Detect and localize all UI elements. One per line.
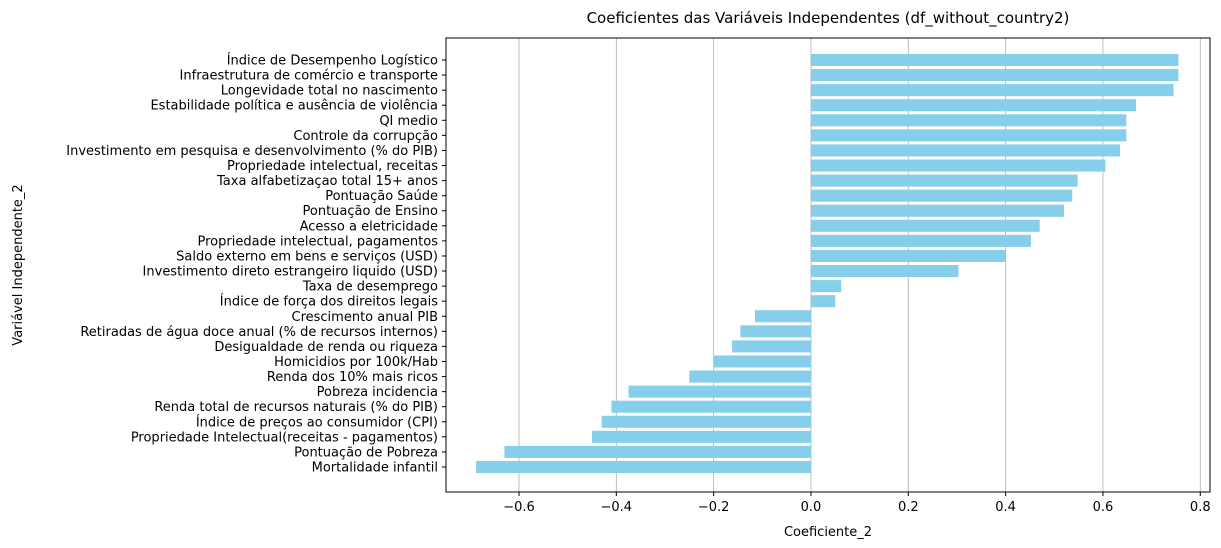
y-tick-label: Pobreza incidencia [317, 385, 438, 400]
bar [810, 84, 1174, 97]
x-tick-label: 0.6 [1093, 500, 1114, 515]
bar [810, 189, 1073, 202]
bar [810, 69, 1179, 82]
y-tick-label: QI medio [379, 114, 438, 129]
plot-frame [445, 37, 1211, 493]
bar [810, 159, 1106, 172]
bar [755, 310, 811, 323]
bar [810, 234, 1031, 247]
y-tick-label: Propriedade Intelectual(receitas - pagam… [131, 430, 438, 445]
y-tick-label: Pontuação de Ensino [303, 204, 439, 219]
y-tick-label: Propriedade intelectual, pagamentos [198, 234, 439, 249]
bar [601, 415, 811, 428]
x-tick-label: −0.6 [503, 500, 535, 515]
y-axis-ticks: Índice de Desempenho LogísticoInfraestru… [66, 53, 446, 476]
bar [689, 370, 811, 383]
x-tick-label: 0.2 [898, 500, 919, 515]
bar [611, 400, 811, 413]
y-axis-label: Variável Independente_2 [11, 184, 26, 345]
y-tick-label: Controle da corrupção [293, 129, 438, 144]
bar [810, 53, 1179, 67]
y-tick-label: Pontuação Saúde [325, 189, 438, 204]
y-tick-label: Índice de Desempenho Logístico [227, 53, 438, 69]
bar [810, 204, 1065, 217]
y-tick-label: Propriedade intelectual, receitas [227, 159, 438, 174]
y-tick-label: Desigualdade de renda ou riqueza [214, 340, 438, 355]
y-tick-label: Investimento em pesquisa e desenvolvimen… [66, 144, 438, 159]
bar [591, 430, 811, 443]
bar [713, 355, 811, 368]
x-tick-label: 0.4 [995, 500, 1016, 515]
y-tick-label: Infraestrutura de comércio e transporte [180, 69, 438, 84]
y-tick-label: Pontuação de Pobreza [294, 445, 438, 460]
bars [476, 53, 1179, 474]
y-tick-label: Saldo externo em bens e serviços (USD) [176, 249, 438, 264]
x-axis-ticks: −0.6 −0.4 −0.2 0.0 0.2 0.4 0.6 0.8 [503, 492, 1211, 515]
y-tick-label: Homicidios por 100k/Hab [274, 355, 438, 370]
x-tick-label: 0.0 [801, 500, 822, 515]
bar [810, 295, 836, 308]
bar [810, 249, 1006, 262]
y-tick-label: Retiradas de água doce anual (% de recur… [80, 325, 438, 340]
y-tick-label: Renda total de recursos naturais (% do P… [154, 400, 438, 415]
bar [810, 129, 1127, 142]
bar [740, 325, 811, 338]
y-tick-label: Taxa alfabetizaçao total 15+ anos [216, 174, 438, 189]
y-tick-label: Mortalidade infantil [312, 461, 438, 476]
y-tick-label: Longevidade total no nascimento [221, 84, 438, 99]
y-tick-label: Índice de preços ao consumidor (CPI) [196, 414, 438, 430]
y-tick-label: Crescimento anual PIB [292, 310, 439, 325]
bar [810, 114, 1127, 127]
bar [810, 174, 1078, 187]
bar [810, 265, 959, 278]
y-tick-label: Acesso a eletricidade [300, 219, 438, 234]
y-tick-label: Investimento direto estrangeiro liquido … [143, 265, 438, 280]
y-tick-label: Estabilidade política e ausência de viol… [150, 99, 438, 114]
bar [810, 219, 1040, 232]
bar [732, 340, 811, 353]
bar [810, 99, 1137, 112]
x-axis-label: Coeficiente_2 [784, 525, 872, 540]
chart-title: Coeficientes das Variáveis Independentes… [587, 9, 1070, 28]
y-tick-label: Taxa de desemprego [302, 280, 438, 295]
bar [628, 385, 811, 398]
x-tick-label: −0.4 [601, 500, 633, 515]
bar [504, 445, 811, 458]
y-tick-label: Renda dos 10% mais ricos [267, 370, 438, 385]
bar [476, 460, 811, 474]
x-tick-label: −0.2 [698, 500, 730, 515]
grid-lines [518, 38, 1201, 492]
x-tick-label: 0.8 [1190, 500, 1211, 515]
bar [810, 144, 1120, 157]
bar [810, 280, 842, 293]
y-tick-label: Índice de força dos direitos legais [220, 294, 438, 310]
